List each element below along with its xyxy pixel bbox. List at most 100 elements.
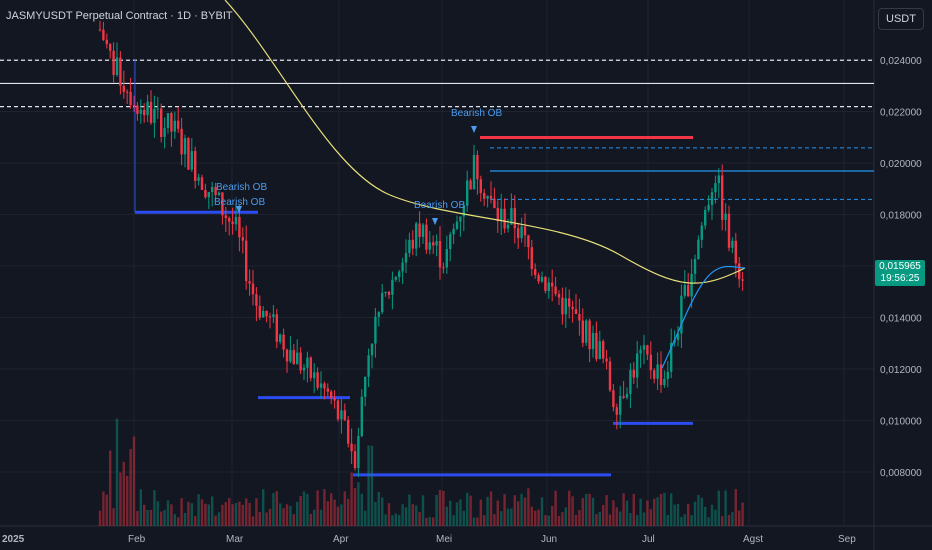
volume-bar — [472, 517, 476, 526]
volume-bar — [285, 504, 289, 526]
volume-bar — [469, 495, 472, 526]
volume-bar — [187, 501, 190, 526]
candle-body — [459, 216, 462, 222]
candle-body — [649, 354, 652, 371]
candle-body — [554, 286, 557, 295]
volume-bar — [224, 502, 227, 526]
moving-average-line-2 — [661, 265, 746, 369]
volume-bar — [503, 494, 506, 526]
candle-body — [585, 320, 588, 343]
volume-bar — [520, 493, 523, 526]
volume-bar — [136, 511, 139, 526]
volume-bar — [115, 418, 119, 526]
volume-bar — [544, 515, 547, 526]
candle-body — [381, 293, 384, 313]
volume-bar — [449, 500, 452, 526]
volume-bar — [326, 501, 329, 526]
volume-bar — [612, 500, 615, 526]
volume-bar — [690, 515, 693, 526]
candle-body — [656, 364, 659, 379]
candle-body — [670, 342, 673, 372]
volume-bar — [476, 517, 479, 526]
volume-bar — [663, 492, 666, 526]
volume-bar — [551, 505, 554, 526]
volume-bar — [129, 449, 132, 526]
candle-body — [687, 285, 690, 297]
candle-body — [479, 179, 482, 193]
candle-body — [173, 120, 176, 132]
volume-bar — [221, 504, 224, 526]
volume-bar — [139, 489, 142, 526]
volume-bar — [268, 508, 272, 526]
candle-body — [374, 316, 377, 344]
candle-body — [523, 226, 527, 236]
x-tick-label: Jul — [642, 534, 655, 545]
candle-body — [105, 39, 108, 45]
volume-bar — [146, 510, 149, 526]
candle-body — [136, 105, 139, 114]
volume-bar — [466, 492, 469, 526]
candle-body — [217, 192, 221, 196]
volume-bar — [656, 497, 659, 526]
volume-bar — [217, 512, 221, 526]
volume-bar — [710, 504, 714, 526]
candle-body — [408, 239, 411, 254]
y-tick-label: 0,022000 — [880, 108, 922, 119]
currency-button[interactable]: USDT — [878, 8, 924, 30]
volume-bar — [483, 515, 486, 526]
candle-body — [428, 242, 431, 250]
volume-bar — [313, 509, 316, 526]
x-tick-label: Agst — [743, 534, 763, 545]
candle-body — [143, 109, 146, 116]
candle-body — [646, 345, 649, 355]
candle-body — [207, 192, 210, 198]
volume-bar — [228, 498, 231, 526]
x-tick-label: 2025 — [2, 534, 25, 545]
volume-bar — [700, 497, 703, 526]
volume-bar — [561, 512, 564, 526]
candle-body — [666, 371, 669, 380]
volume-bar — [408, 494, 411, 526]
candle-body — [659, 364, 663, 386]
candle-body — [296, 352, 299, 365]
volume-bar — [387, 503, 391, 526]
volume-bar — [197, 494, 200, 526]
candle-body — [415, 223, 418, 249]
volume-bar — [496, 500, 499, 526]
down-triangle-icon — [236, 206, 242, 213]
volume-bar — [683, 514, 686, 526]
candle-body — [343, 410, 346, 420]
candle-body — [510, 208, 513, 225]
volume-bar — [231, 504, 234, 526]
volume-bar — [360, 493, 363, 526]
candle-body — [642, 345, 646, 350]
volume-bar — [411, 504, 414, 526]
candle-body — [418, 223, 421, 237]
volume-bar — [262, 489, 265, 526]
candle-body — [258, 305, 261, 318]
volume-bar — [319, 509, 323, 526]
volume-bar — [340, 504, 343, 526]
volume-bar — [557, 516, 561, 526]
candle-body — [398, 271, 401, 278]
volume-bar — [98, 510, 102, 526]
volume-bar — [547, 515, 550, 526]
volume-bar — [330, 493, 333, 526]
volume-bar — [479, 499, 482, 526]
candle-body — [122, 85, 125, 92]
volume-bar — [309, 513, 312, 526]
volume-bar — [432, 517, 435, 526]
volume-bar — [336, 506, 340, 526]
volume-bar — [112, 508, 115, 526]
volume-bar — [500, 511, 503, 526]
volume-bar — [122, 461, 125, 526]
volume-bar — [571, 496, 574, 526]
candle-body — [530, 247, 533, 270]
candle-body — [357, 435, 360, 469]
volume-bar — [673, 504, 676, 526]
volume-bar — [602, 505, 605, 526]
candle-body — [724, 213, 727, 220]
volume-bar — [554, 490, 557, 526]
candle-body — [503, 208, 506, 229]
